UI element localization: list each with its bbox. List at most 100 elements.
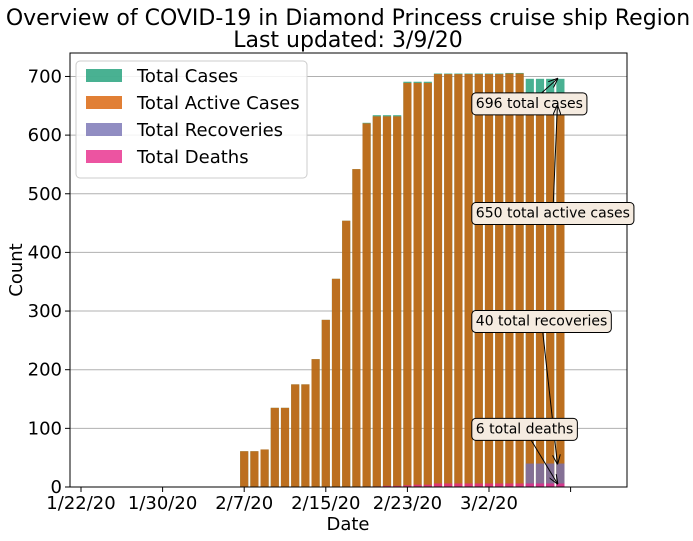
bar-total-deaths [393,485,402,487]
annotation: 650 total active cases [471,106,635,226]
y-tick-label: 100 [28,418,62,439]
bar-total-active-cases [413,82,422,487]
x-tick-label: 2/7/20 [215,493,273,514]
y-axis: 0 100 200 300 400 500 600 700 [28,66,70,498]
bar-total-active-cases [464,74,473,487]
bar-total-active-cases [362,123,371,487]
bar-total-active-cases [393,116,402,487]
legend-swatch [86,96,122,109]
bar-total-active-cases [260,449,269,487]
bar-total-deaths [464,483,473,487]
annotation-box [471,202,635,226]
bar-total-recoveries [525,463,534,487]
y-tick-label: 200 [28,360,62,381]
annotation-arrow [541,79,558,94]
bar-total-active-cases [352,169,361,487]
bar-total-deaths [403,485,412,487]
bar-total-active-cases [444,74,453,487]
bar-total-deaths [423,484,432,487]
bar-total-deaths [484,483,494,487]
bar-total-active-cases [240,451,249,487]
y-tick-label: 600 [28,125,62,146]
legend: Total Cases Total Active Cases Total Recov… [75,60,308,179]
legend-swatch [86,150,122,163]
bar-total-active-cases [495,74,504,487]
bar-total-deaths [515,483,524,487]
bar-total-deaths [444,483,453,487]
annotation-arrow [552,106,557,203]
bar-total-recoveries [556,463,565,487]
legend-label: Total Recoveries [136,120,283,141]
annotation-box [471,309,612,333]
bar-total-active-cases [342,220,351,487]
legend-label: Total Deaths [136,147,249,168]
y-tick-label: 300 [28,301,62,322]
y-tick-label: 0 [51,477,62,498]
bar-total-deaths [495,483,504,487]
bar-total-deaths [535,483,545,487]
bar-total-active-cases [546,104,555,487]
annotation: 40 total recoveries [471,309,612,463]
bar-total-active-cases [301,384,310,487]
bar-total-deaths [556,483,565,487]
bars-layer [240,72,565,487]
x-tick-label: 3/2/20 [460,493,518,514]
y-tick-label: 500 [28,184,62,205]
bar-total-active-cases [372,116,381,487]
legend-label: Total Active Cases [136,93,300,114]
bar-total-active-cases [535,104,545,487]
x-tick-label: 1/22/20 [46,493,115,514]
x-tick-label: 1/30/20 [128,493,197,514]
y-tick-label: 400 [28,242,62,263]
x-tick-label: 2/15/20 [291,493,360,514]
y-axis-label: Count [6,243,27,296]
annotation-text: 6 total deaths [476,421,574,437]
plot-frame [69,52,628,488]
annotations-layer: 696 total cases 650 total active cases 40 … [471,79,635,484]
series-total-deaths [372,483,565,487]
bar-total-deaths [413,484,422,487]
bar-total-active-cases [331,278,341,487]
series-total-active-cases [240,73,565,487]
bar-total-active-cases [270,407,279,487]
bar-total-active-cases [311,359,320,487]
series-total-recoveries [362,463,565,487]
bar-total-active-cases [403,82,412,487]
bar-total-active-cases [454,74,463,487]
bar-total-deaths [382,485,392,487]
bar-total-active-cases [484,74,494,487]
x-axis-label: Date [326,514,369,535]
annotation-text: 650 total active cases [476,206,630,222]
bar-total-active-cases [525,104,534,487]
bar-total-active-cases [433,74,443,487]
bar-total-active-cases [321,319,330,487]
legend-label: Total Cases [136,66,238,87]
bar-total-active-cases [382,116,392,487]
bar-total-active-cases [250,451,259,487]
bar-total-active-cases [474,74,483,487]
bar-total-active-cases [291,384,300,487]
chart-title: Overview of COVID-19 in Diamond Princess… [6,6,690,31]
x-axis: 1/22/20 1/30/20 2/7/20 2/15/20 2/23/20 3/2/20 [46,487,572,514]
bar-total-active-cases [280,407,290,487]
legend-frame [75,60,308,179]
annotation-box [471,417,578,441]
annotation-arrow [542,332,558,463]
bar-total-recoveries [535,463,545,487]
legend-swatch [86,69,122,82]
bar-total-active-cases [515,73,524,487]
bar-total-deaths [433,483,443,487]
x-tick-label: 2/23/20 [373,493,442,514]
bar-total-deaths [454,483,463,487]
bar-total-active-cases [505,73,514,487]
chart-subtitle: Last updated: 3/9/20 [233,28,463,53]
annotation: 6 total deaths [471,417,578,483]
bar-total-deaths [474,483,483,487]
annotation-arrow [530,440,557,483]
bar-total-active-cases [423,82,432,487]
y-tick-label: 700 [28,66,62,87]
bar-total-deaths [525,483,534,487]
legend-swatch [86,123,122,136]
bar-total-active-cases [556,105,565,487]
